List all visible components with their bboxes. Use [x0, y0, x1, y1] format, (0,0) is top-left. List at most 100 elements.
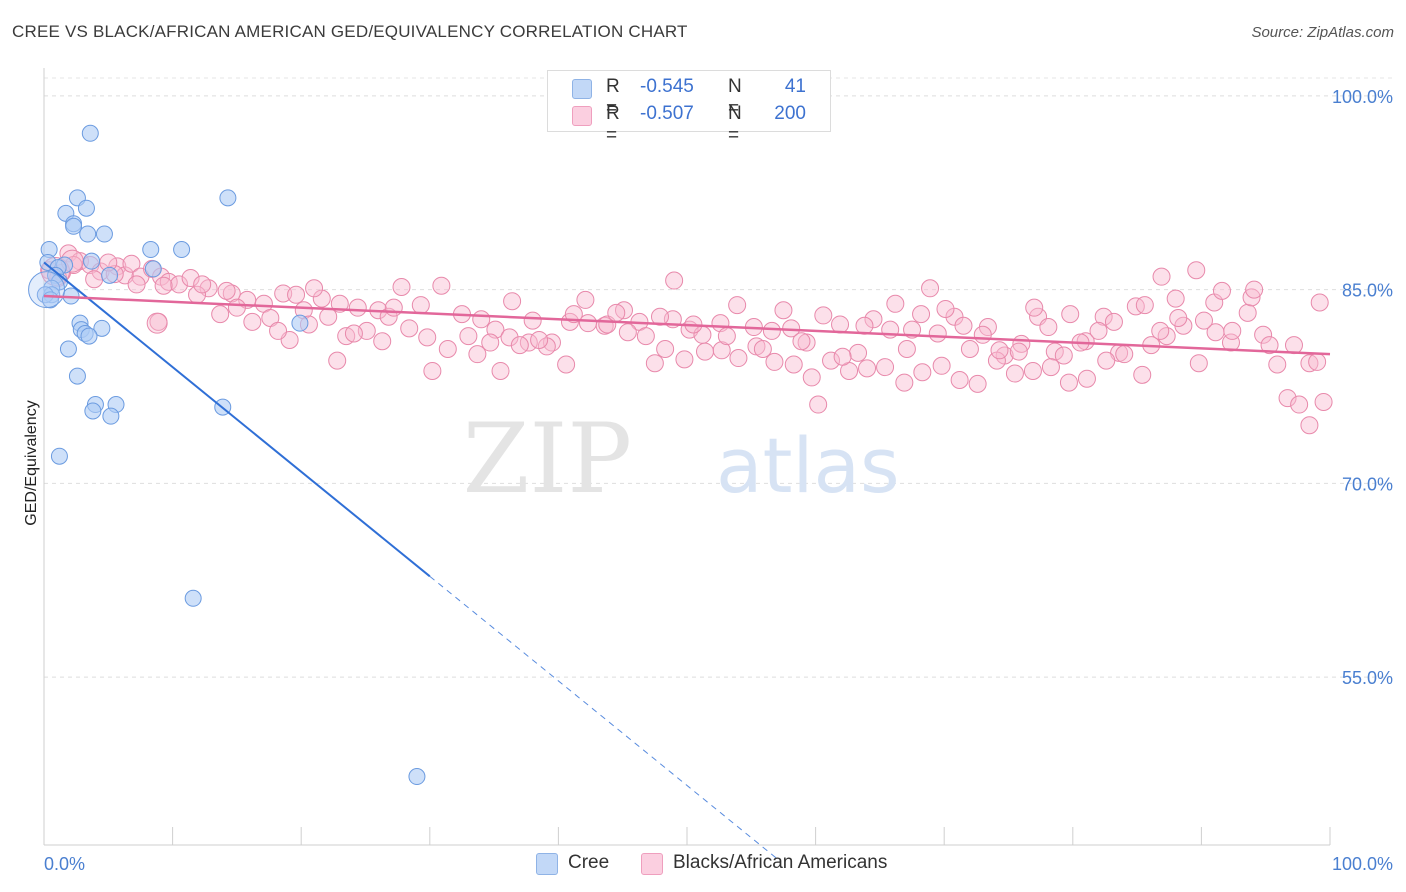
data-point-blacks	[1223, 321, 1242, 340]
data-point-blacks	[1135, 296, 1154, 315]
data-point-blacks	[886, 294, 905, 313]
stats-legend: R = -0.545 N = 41 R = -0.507 N = 200	[547, 70, 831, 146]
y-tick-label: 100.0%	[1332, 87, 1393, 107]
r-label: R =	[606, 76, 620, 119]
data-point-blacks	[400, 319, 419, 338]
data-point-blacks	[1039, 318, 1058, 337]
data-point-blacks	[305, 279, 324, 298]
data-point-blacks	[491, 361, 510, 380]
data-point-blacks	[1151, 321, 1170, 340]
source-label: Source: ZipAtlas.com	[1251, 24, 1394, 41]
watermark-atlas: atlas	[716, 421, 900, 510]
data-point-cree	[95, 225, 113, 243]
data-point-blacks	[728, 296, 747, 315]
data-point-blacks	[576, 290, 595, 309]
n-label: N =	[728, 76, 742, 119]
data-point-blacks	[1045, 342, 1064, 361]
data-point-blacks	[675, 350, 694, 369]
data-point-cree	[219, 189, 237, 207]
data-point-blacks	[954, 316, 973, 335]
watermark: ZIP atlas	[463, 403, 900, 515]
data-point-blacks	[897, 340, 916, 358]
data-point-blacks	[1126, 297, 1145, 316]
n-label: N =	[728, 103, 742, 146]
trend-lines	[43, 261, 1331, 863]
trend-line-cree	[43, 261, 431, 578]
data-point-blacks	[1300, 354, 1319, 373]
data-point-blacks	[1238, 303, 1257, 322]
data-point-blacks	[712, 341, 731, 360]
data-point-cree	[65, 217, 83, 235]
legend-swatch-blacks	[572, 106, 592, 126]
n-value: 41	[784, 76, 806, 97]
data-point-cree	[83, 252, 101, 270]
data-point-cree	[184, 589, 202, 607]
data-point-blacks	[1041, 358, 1060, 377]
r-label: R =	[606, 103, 620, 146]
data-point-cree	[50, 447, 68, 465]
data-point-blacks	[1097, 351, 1116, 370]
data-point-blacks	[1278, 389, 1297, 408]
tick-labels: 55.0% 70.0% 85.0% 100.0% 0.0% 100.0%	[44, 87, 1393, 874]
data-point-blacks	[802, 368, 821, 387]
data-point-cree	[102, 407, 120, 425]
data-point-blacks	[636, 327, 655, 346]
data-point-blacks	[1169, 309, 1188, 327]
data-point-blacks	[932, 356, 951, 375]
data-point-blacks	[618, 323, 637, 342]
data-point-blacks	[211, 305, 230, 324]
data-point-blacks	[1254, 325, 1273, 344]
data-point-blacks	[809, 395, 828, 414]
data-point-blacks	[665, 271, 684, 290]
data-point-blacks	[822, 351, 841, 370]
data-point-blacks	[537, 337, 556, 356]
data-point-blacks	[1104, 312, 1123, 331]
data-point-blacks	[1268, 355, 1287, 374]
data-point-blacks	[921, 279, 940, 298]
data-point-blacks	[432, 276, 451, 295]
data-point-blacks	[481, 333, 500, 352]
data-point-cree	[142, 241, 160, 259]
data-point-blacks	[122, 254, 141, 273]
data-point-blacks	[656, 340, 675, 358]
data-point-blacks	[1290, 395, 1309, 414]
data-point-blacks	[503, 292, 522, 311]
data-point-blacks	[645, 354, 664, 373]
data-point-blacks	[564, 305, 583, 324]
data-point-blacks	[1314, 392, 1333, 411]
data-point-blacks	[968, 374, 987, 393]
data-point-blacks	[960, 340, 979, 358]
data-point-blacks	[895, 373, 914, 392]
data-point-blacks	[833, 347, 852, 366]
data-point-blacks	[1115, 345, 1134, 364]
data-point-blacks	[912, 305, 931, 324]
data-point-blacks	[765, 352, 784, 371]
data-point-blacks	[243, 312, 262, 331]
data-point-cree	[93, 319, 111, 337]
data-point-cree	[84, 402, 102, 420]
data-point-blacks	[1025, 298, 1044, 317]
data-point-blacks	[753, 340, 772, 358]
trend-line-blacks	[43, 294, 1331, 356]
data-point-blacks	[1009, 342, 1028, 361]
data-point-blacks	[774, 301, 793, 320]
data-point-blacks	[1260, 336, 1279, 355]
data-point-blacks	[1310, 293, 1329, 312]
n-value: 200	[774, 103, 806, 124]
data-point-blacks	[762, 321, 781, 340]
data-point-blacks	[1212, 281, 1231, 300]
legend-swatch-blacks	[641, 853, 663, 875]
data-point-blacks	[411, 296, 430, 315]
series-blacks-points	[40, 244, 1333, 435]
data-point-cree	[59, 340, 77, 358]
data-point-blacks	[1152, 267, 1171, 286]
data-point-blacks	[1189, 354, 1208, 373]
data-point-blacks	[217, 281, 236, 300]
data-point-blacks	[154, 276, 173, 295]
legend-swatch-cree	[536, 853, 558, 875]
data-point-blacks	[373, 332, 392, 351]
data-point-blacks	[1089, 321, 1108, 340]
data-point-blacks	[222, 284, 241, 303]
data-point-blacks	[1077, 369, 1096, 388]
